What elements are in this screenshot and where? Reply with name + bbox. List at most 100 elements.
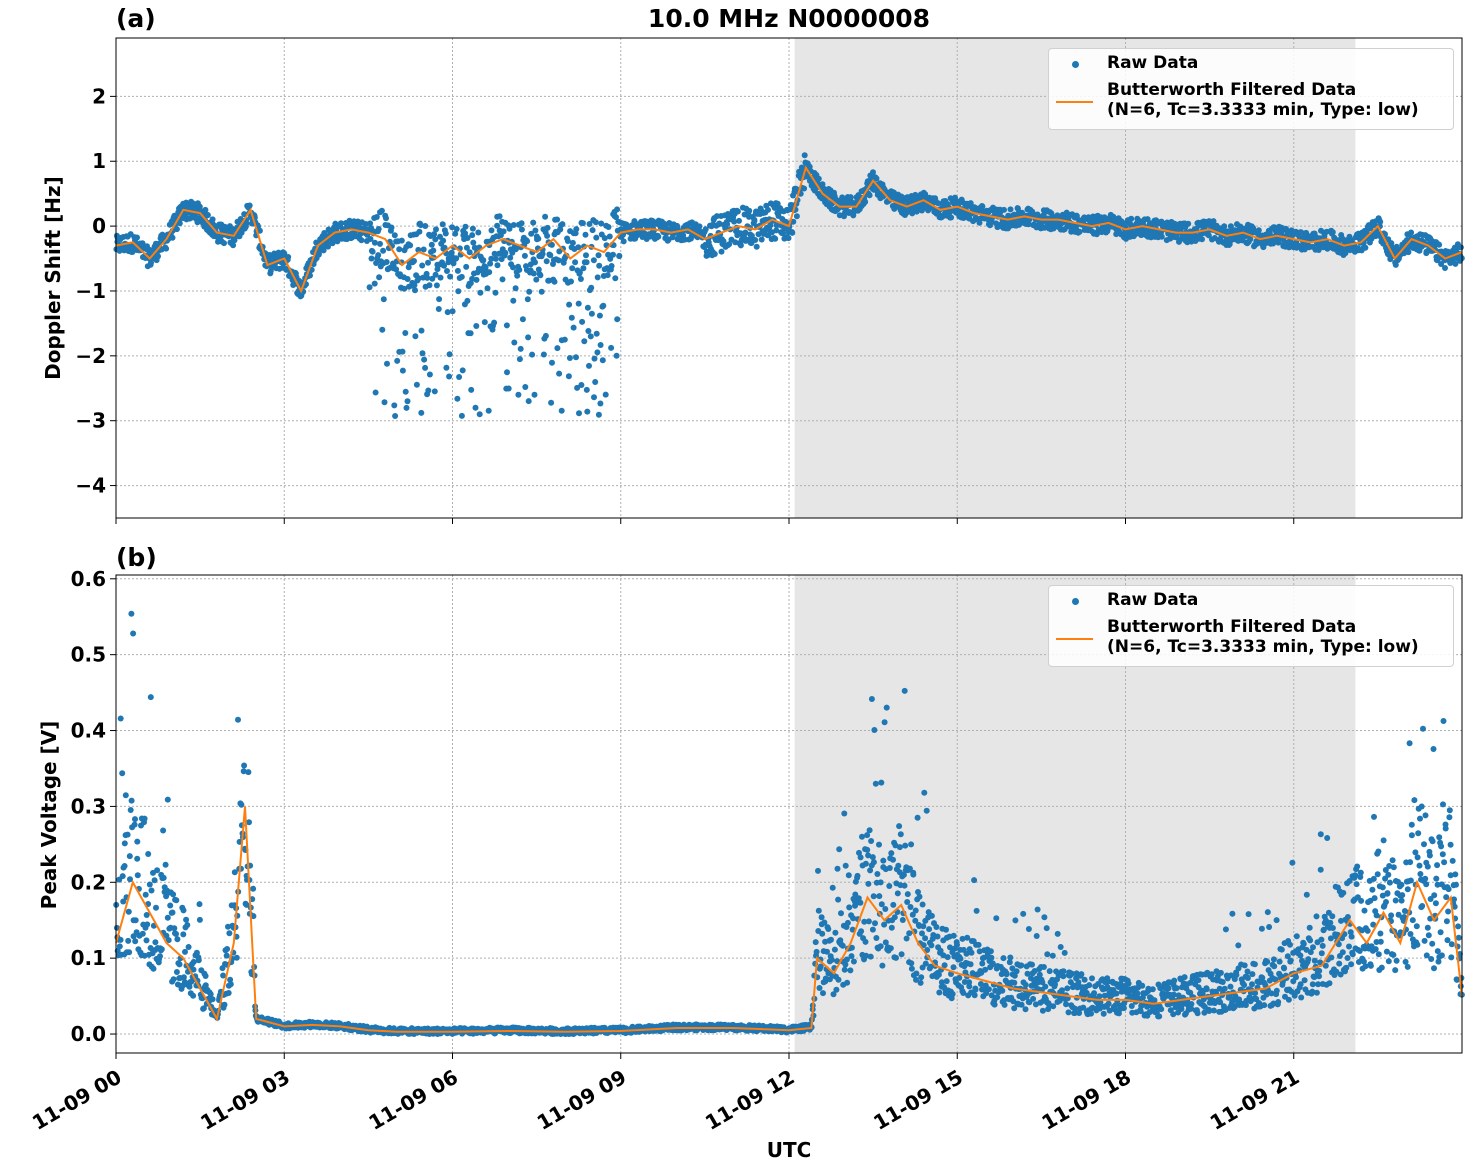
raw-data-point bbox=[669, 234, 676, 241]
raw-data-point bbox=[528, 230, 535, 237]
raw-data-point bbox=[1241, 962, 1248, 969]
raw-data-point bbox=[487, 260, 494, 267]
raw-data-point bbox=[870, 169, 876, 176]
raw-data-point bbox=[227, 981, 234, 988]
raw-data-point bbox=[1307, 937, 1314, 944]
raw-data-point bbox=[463, 263, 470, 270]
raw-data-point bbox=[148, 259, 154, 266]
raw-data-point bbox=[812, 939, 819, 946]
raw-data-point bbox=[1100, 1010, 1107, 1017]
raw-data-point bbox=[240, 768, 247, 775]
raw-data-point bbox=[1025, 926, 1032, 932]
raw-data-point bbox=[991, 1001, 998, 1008]
raw-data-point bbox=[476, 411, 483, 418]
raw-data-point bbox=[403, 404, 410, 411]
raw-data-point bbox=[380, 296, 387, 303]
raw-data-point bbox=[616, 252, 623, 259]
raw-data-point bbox=[241, 762, 248, 769]
raw-data-point bbox=[862, 860, 869, 867]
raw-data-point bbox=[412, 287, 418, 294]
raw-data-point bbox=[901, 687, 908, 694]
raw-data-point bbox=[569, 239, 576, 246]
raw-data-point bbox=[170, 976, 177, 983]
raw-data-point bbox=[148, 887, 155, 894]
raw-data-point bbox=[525, 334, 532, 341]
raw-data-point bbox=[533, 276, 540, 283]
raw-data-point bbox=[1408, 229, 1415, 236]
raw-data-point bbox=[407, 242, 414, 249]
raw-data-point bbox=[468, 386, 475, 393]
raw-data-point bbox=[524, 238, 531, 245]
raw-data-point bbox=[151, 877, 158, 884]
raw-data-point bbox=[815, 867, 821, 874]
raw-data-point bbox=[1139, 982, 1146, 989]
raw-data-point bbox=[908, 965, 915, 972]
raw-data-point bbox=[463, 244, 470, 251]
raw-data-point bbox=[917, 979, 924, 986]
raw-data-point bbox=[881, 719, 888, 726]
raw-data-point bbox=[128, 610, 135, 617]
raw-data-point bbox=[377, 240, 383, 247]
y-tick-label: −1 bbox=[75, 279, 106, 303]
raw-data-point bbox=[966, 983, 973, 990]
raw-data-point bbox=[1258, 925, 1265, 932]
raw-data-point bbox=[957, 955, 964, 962]
raw-data-point bbox=[171, 925, 178, 932]
raw-data-point bbox=[1266, 924, 1273, 930]
raw-data-point bbox=[180, 907, 187, 914]
raw-data-point bbox=[1285, 996, 1292, 1003]
raw-data-point bbox=[1049, 952, 1056, 959]
raw-data-point bbox=[1210, 1007, 1217, 1014]
raw-data-point bbox=[416, 228, 423, 235]
raw-data-point bbox=[888, 924, 895, 931]
raw-data-point bbox=[576, 410, 582, 417]
raw-data-point bbox=[903, 935, 910, 942]
raw-data-point bbox=[169, 909, 176, 916]
raw-data-point bbox=[430, 247, 437, 254]
raw-data-point bbox=[173, 931, 179, 937]
raw-data-point bbox=[1025, 221, 1032, 228]
raw-data-point bbox=[517, 345, 524, 352]
raw-data-point bbox=[419, 350, 426, 357]
raw-data-point bbox=[923, 807, 930, 814]
raw-data-point bbox=[1247, 236, 1254, 243]
raw-data-point bbox=[773, 222, 780, 229]
raw-data-point bbox=[1041, 914, 1048, 921]
raw-data-point bbox=[916, 893, 923, 900]
raw-data-point bbox=[204, 212, 211, 219]
raw-data-point bbox=[448, 249, 455, 256]
raw-data-point bbox=[793, 213, 800, 220]
raw-data-point bbox=[532, 227, 539, 234]
raw-data-point bbox=[530, 270, 537, 277]
raw-data-point bbox=[1303, 891, 1310, 898]
raw-data-point bbox=[518, 220, 525, 227]
raw-data-point bbox=[486, 269, 493, 276]
raw-data-point bbox=[243, 220, 250, 227]
raw-data-point bbox=[876, 893, 883, 900]
raw-data-point bbox=[877, 943, 884, 950]
raw-data-point bbox=[398, 237, 405, 244]
raw-data-point bbox=[384, 360, 390, 367]
raw-data-point bbox=[157, 953, 163, 960]
raw-data-point bbox=[835, 976, 842, 983]
raw-data-point bbox=[173, 897, 180, 904]
raw-data-point bbox=[169, 234, 176, 241]
raw-data-point bbox=[202, 982, 209, 989]
raw-data-point bbox=[574, 384, 581, 391]
raw-data-point bbox=[183, 916, 190, 923]
raw-data-point bbox=[988, 954, 995, 961]
raw-data-point bbox=[608, 344, 615, 351]
raw-data-point bbox=[950, 964, 957, 971]
raw-data-point bbox=[437, 274, 444, 281]
raw-data-point bbox=[613, 214, 619, 221]
raw-data-point bbox=[702, 226, 709, 233]
raw-data-point bbox=[883, 704, 890, 711]
raw-data-point bbox=[833, 986, 840, 993]
raw-data-point bbox=[504, 369, 510, 376]
raw-data-point bbox=[593, 330, 600, 337]
raw-data-point bbox=[399, 367, 406, 374]
raw-data-point bbox=[1298, 994, 1305, 1001]
raw-data-point bbox=[987, 948, 994, 955]
raw-data-point bbox=[373, 214, 380, 220]
raw-data-point bbox=[573, 354, 579, 361]
